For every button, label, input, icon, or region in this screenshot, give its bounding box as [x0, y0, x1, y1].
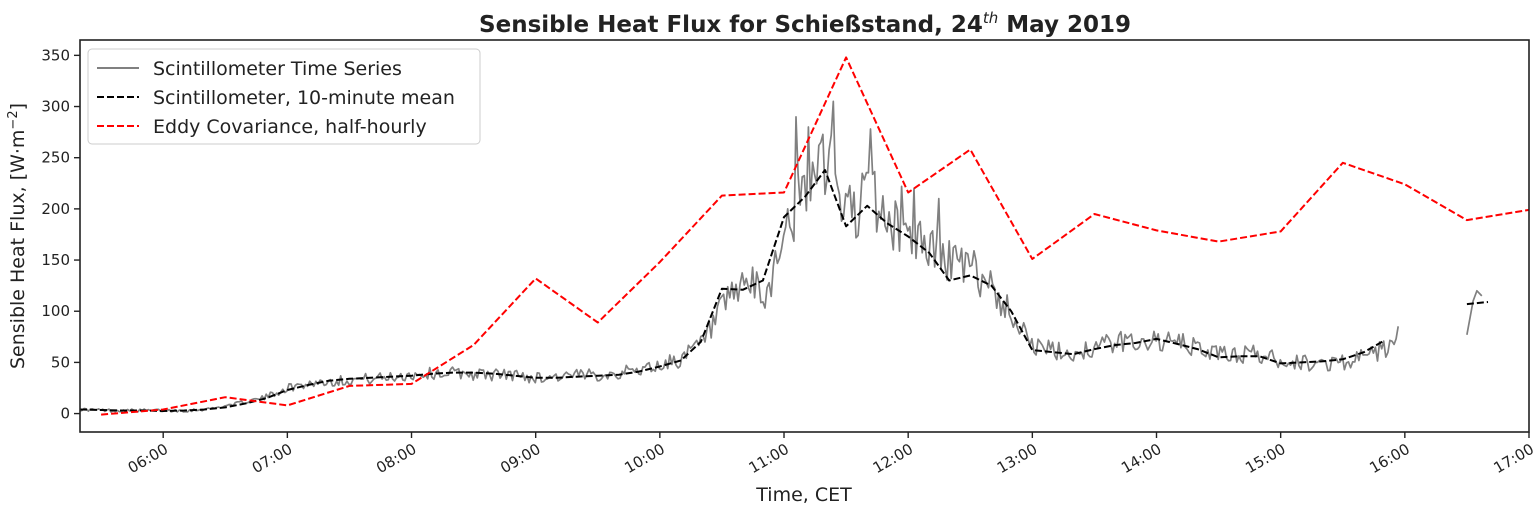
y-tick-label: 0	[60, 405, 70, 423]
legend-box	[87, 48, 481, 145]
x-axis-label: Time, CET	[755, 484, 852, 506]
x-tick-label: 10:00	[621, 440, 667, 477]
legend-label-scintillometer-mean: Scintillometer, 10-minute mean	[153, 87, 455, 109]
y-axis: 0 50 100 150 200 250 300 350	[41, 46, 80, 423]
y-tick-label: 50	[51, 353, 70, 371]
y-tick-label: 250	[41, 149, 70, 167]
y-tick-label: 350	[41, 46, 70, 64]
y-tick-label: 150	[41, 251, 70, 269]
legend: Scintillometer Time Series Scintillomete…	[87, 48, 481, 145]
x-tick-label: 16:00	[1366, 440, 1412, 477]
chart-title: Sensible Heat Flux for Schießstand, 24th…	[479, 9, 1131, 38]
series-layer	[79, 56, 1530, 416]
legend-label-scintillometer-series: Scintillometer Time Series	[153, 58, 402, 80]
x-tick-label: 11:00	[746, 440, 792, 477]
series-line-1-segment-1	[1466, 301, 1489, 306]
y-axis-label-suffix: ]	[7, 103, 29, 110]
x-tick-label: 08:00	[373, 440, 419, 477]
plot-frame	[79, 39, 1530, 433]
x-tick-label: 13:00	[994, 440, 1040, 477]
chart-title-main: Sensible Heat Flux for Schießstand, 24	[479, 12, 983, 38]
y-axis-label-superscript: −2	[6, 110, 21, 129]
series-line-0-segment-1	[1466, 289, 1483, 335]
x-axis: 06:00 07:00 08:00 09:00 10:00 11:00 12:00 13:00…	[125, 432, 1537, 477]
series-line-1-segment-0	[79, 169, 1385, 412]
x-tick-label: 07:00	[249, 440, 295, 477]
x-tick-label: 06:00	[125, 440, 171, 477]
y-tick-label: 300	[41, 98, 70, 116]
y-axis-label-main: Sensible Heat Flux, [W·m	[7, 130, 29, 369]
chart-title-superscript: th	[983, 9, 998, 27]
x-tick-label: 17:00	[1491, 440, 1537, 477]
chart-title-suffix: May 2019	[998, 12, 1131, 38]
legend-label-eddy-covariance: Eddy Covariance, half-hourly	[153, 116, 427, 138]
x-tick-label: 14:00	[1118, 440, 1164, 477]
x-tick-label: 15:00	[1242, 440, 1288, 477]
y-tick-label: 200	[41, 200, 70, 218]
y-tick-label: 100	[41, 302, 70, 320]
y-axis-label: Sensible Heat Flux, [W·m−2]	[6, 103, 29, 369]
series-line-2-segment-0	[101, 56, 1530, 416]
x-tick-label: 09:00	[497, 440, 543, 477]
series-line-0-segment-0	[79, 100, 1400, 413]
x-tick-label: 12:00	[870, 440, 916, 477]
